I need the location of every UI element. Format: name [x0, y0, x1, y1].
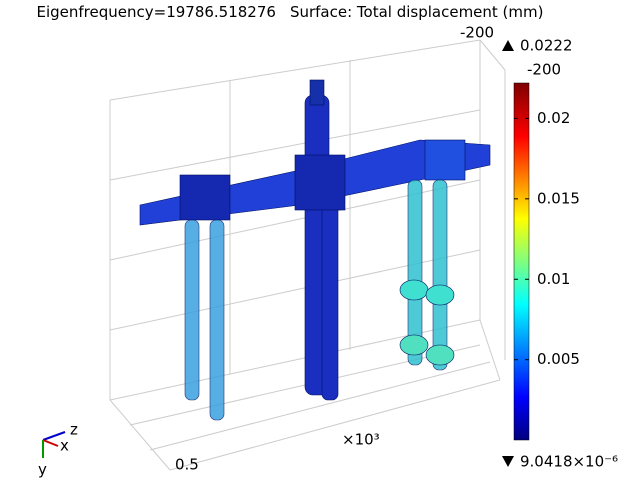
colorbar-tick-label: 0.005: [537, 350, 580, 368]
title: Eigenfrequency=19786.518276 Surface: Tota…: [36, 3, 543, 21]
axis-label: -200: [527, 61, 561, 79]
colorbar-tick-label: 0.015: [537, 189, 580, 207]
axis-label: -200: [460, 24, 494, 42]
min-label: 9.0418×10⁻⁶: [520, 453, 618, 471]
axis-label: 0.5: [175, 456, 199, 474]
max-label: 0.0222: [520, 37, 573, 55]
axis-triad: [42, 431, 66, 458]
colorbar-tick-label: 0.01: [537, 270, 570, 288]
colorbar-tick-label: 0.02: [537, 109, 570, 127]
model: [139, 79, 491, 421]
triad-label: y: [38, 461, 47, 479]
max-marker: [502, 40, 514, 51]
colorbar: [513, 82, 530, 441]
min-marker: [502, 456, 514, 467]
triad-label: x: [60, 437, 69, 455]
triad-label: z: [70, 421, 78, 439]
axis-label: ×10³: [342, 431, 380, 449]
